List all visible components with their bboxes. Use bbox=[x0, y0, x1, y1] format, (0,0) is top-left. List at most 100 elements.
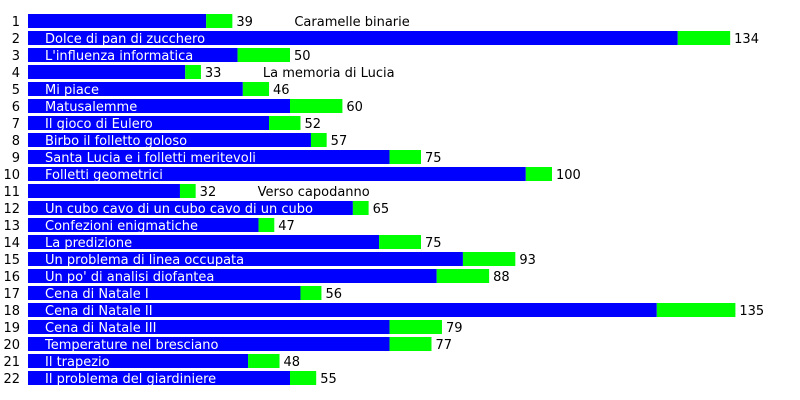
bar-extra-segment bbox=[248, 354, 280, 368]
bar-row-17: 17 56 Cena di Natale I bbox=[3, 286, 342, 302]
rank-label: 18 bbox=[3, 304, 20, 319]
bar-total-label: 50 bbox=[294, 49, 311, 64]
bar-row-16: 16 88 Un po' di analisi diofantea bbox=[3, 269, 510, 285]
bar-row-5: 5 46 Mi piace bbox=[12, 82, 290, 98]
bar-title-label: Un cubo cavo di un cubo cavo di un cubo bbox=[45, 202, 313, 217]
bar-extra-segment bbox=[237, 48, 290, 62]
bar-title-label: Un po' di analisi diofantea bbox=[45, 270, 214, 285]
bar-row-4: 4 33 La memoria di Lucia bbox=[12, 65, 395, 81]
bar-extra-segment bbox=[242, 82, 270, 96]
bar-title-label: Cena di Natale III bbox=[45, 321, 156, 336]
bar-title-label: Dolce di pan di zucchero bbox=[45, 32, 205, 47]
bar-extra-segment bbox=[389, 320, 442, 334]
rank-label: 5 bbox=[12, 83, 20, 98]
bar-row-14: 14 75 La predizione bbox=[3, 235, 442, 251]
bar-total-label: 32 bbox=[200, 185, 217, 200]
rank-label: 8 bbox=[12, 134, 20, 149]
rank-label: 19 bbox=[3, 321, 20, 336]
bar-row-15: 15 93 Un problema di linea occupata bbox=[3, 252, 536, 268]
bar-row-8: 8 57 Birbo il folletto goloso bbox=[12, 133, 348, 149]
bar-total-label: 56 bbox=[325, 287, 342, 302]
bar-title-label: Il problema del giardiniere bbox=[45, 372, 216, 387]
bar-total-label: 88 bbox=[493, 270, 510, 285]
rank-label: 20 bbox=[3, 338, 20, 353]
bar-total-label: 75 bbox=[425, 236, 442, 251]
bar-title-label: Temperature nel bresciano bbox=[44, 338, 219, 353]
bar-base-segment bbox=[28, 116, 270, 130]
bar-base-segment bbox=[28, 82, 243, 96]
rank-label: 9 bbox=[12, 151, 20, 166]
rank-label: 17 bbox=[3, 287, 20, 302]
bar-row-12: 12 65 Un cubo cavo di un cubo cavo di un c… bbox=[3, 201, 389, 217]
rank-label: 4 bbox=[12, 66, 20, 81]
rank-label: 22 bbox=[3, 372, 20, 387]
bar-title-label: Matusalemme bbox=[45, 100, 137, 115]
bar-total-label: 135 bbox=[739, 304, 764, 319]
bar-row-18: 18 135 Cena di Natale II bbox=[3, 303, 764, 319]
bar-extra-segment bbox=[290, 99, 343, 113]
bar-title-label: La predizione bbox=[45, 236, 132, 251]
rank-label: 10 bbox=[3, 168, 20, 183]
bar-base-segment bbox=[28, 133, 311, 147]
rank-label: 2 bbox=[12, 32, 20, 47]
bar-title-label: Mi piace bbox=[45, 83, 99, 98]
bar-extra-segment bbox=[310, 133, 327, 147]
bar-title-label: Cena di Natale I bbox=[45, 287, 149, 302]
rank-label: 12 bbox=[3, 202, 20, 217]
bar-extra-segment bbox=[300, 286, 322, 300]
bar-base-segment bbox=[28, 303, 657, 317]
bar-base-segment bbox=[28, 31, 678, 45]
rank-label: 14 bbox=[3, 236, 20, 251]
bar-extra-segment bbox=[269, 116, 301, 130]
bar-extra-segment bbox=[525, 167, 552, 181]
rank-label: 6 bbox=[12, 100, 20, 115]
bar-base-segment bbox=[28, 150, 390, 164]
bar-total-label: 47 bbox=[278, 219, 295, 234]
bar-title-label: Un problema di linea occupata bbox=[45, 253, 244, 268]
rank-label: 3 bbox=[12, 49, 20, 64]
bar-title-label: Santa Lucia e i folletti meritevoli bbox=[45, 151, 256, 166]
bar-extra-segment bbox=[677, 31, 731, 45]
rank-label: 1 bbox=[12, 15, 20, 30]
bar-base-segment bbox=[28, 269, 437, 283]
bar-total-label: 79 bbox=[446, 321, 463, 336]
bar-base-segment bbox=[28, 14, 207, 28]
bar-extra-segment bbox=[436, 269, 490, 283]
bar-row-9: 9 75 Santa Lucia e i folletti meritevoli bbox=[12, 150, 442, 166]
bar-extra-segment bbox=[352, 201, 369, 215]
rank-label: 15 bbox=[3, 253, 20, 268]
bar-total-label: 57 bbox=[331, 134, 348, 149]
bar-total-label: 75 bbox=[425, 151, 442, 166]
bar-row-1: 1 39 Caramelle binarie bbox=[12, 14, 410, 30]
rank-label: 7 bbox=[12, 117, 20, 132]
bar-total-label: 33 bbox=[205, 66, 222, 81]
bar-base-segment bbox=[28, 337, 390, 351]
bar-extra-segment bbox=[179, 184, 196, 198]
bar-extra-segment bbox=[389, 150, 421, 164]
bar-base-segment bbox=[28, 48, 238, 62]
bar-title-label: Verso capodanno bbox=[258, 185, 370, 200]
bar-base-segment bbox=[28, 235, 380, 249]
rank-label: 13 bbox=[3, 219, 20, 234]
bar-title-label: Caramelle binarie bbox=[294, 15, 409, 30]
bar-row-21: 21 48 Il trapezio bbox=[3, 354, 300, 370]
bar-row-3: 3 50 L'influenza informatica bbox=[12, 48, 311, 64]
rank-label: 11 bbox=[3, 185, 20, 200]
bar-row-6: 6 60 Matusalemme bbox=[12, 99, 363, 115]
bar-total-label: 39 bbox=[236, 15, 253, 30]
bar-base-segment bbox=[28, 286, 301, 300]
bar-title-label: Cena di Natale II bbox=[45, 304, 153, 319]
bar-total-label: 60 bbox=[346, 100, 363, 115]
bar-extra-segment bbox=[462, 252, 516, 266]
bar-row-11: 11 32 Verso capodanno bbox=[3, 184, 370, 200]
bar-extra-segment bbox=[379, 235, 421, 249]
bar-base-segment bbox=[28, 99, 290, 113]
bar-total-label: 93 bbox=[519, 253, 536, 268]
bar-title-label: La memoria di Lucia bbox=[263, 66, 395, 81]
bar-extra-segment bbox=[656, 303, 736, 317]
bar-extra-segment bbox=[389, 337, 432, 351]
rank-label: 16 bbox=[3, 270, 20, 285]
bar-base-segment bbox=[28, 167, 526, 181]
bar-base-segment bbox=[28, 201, 353, 215]
